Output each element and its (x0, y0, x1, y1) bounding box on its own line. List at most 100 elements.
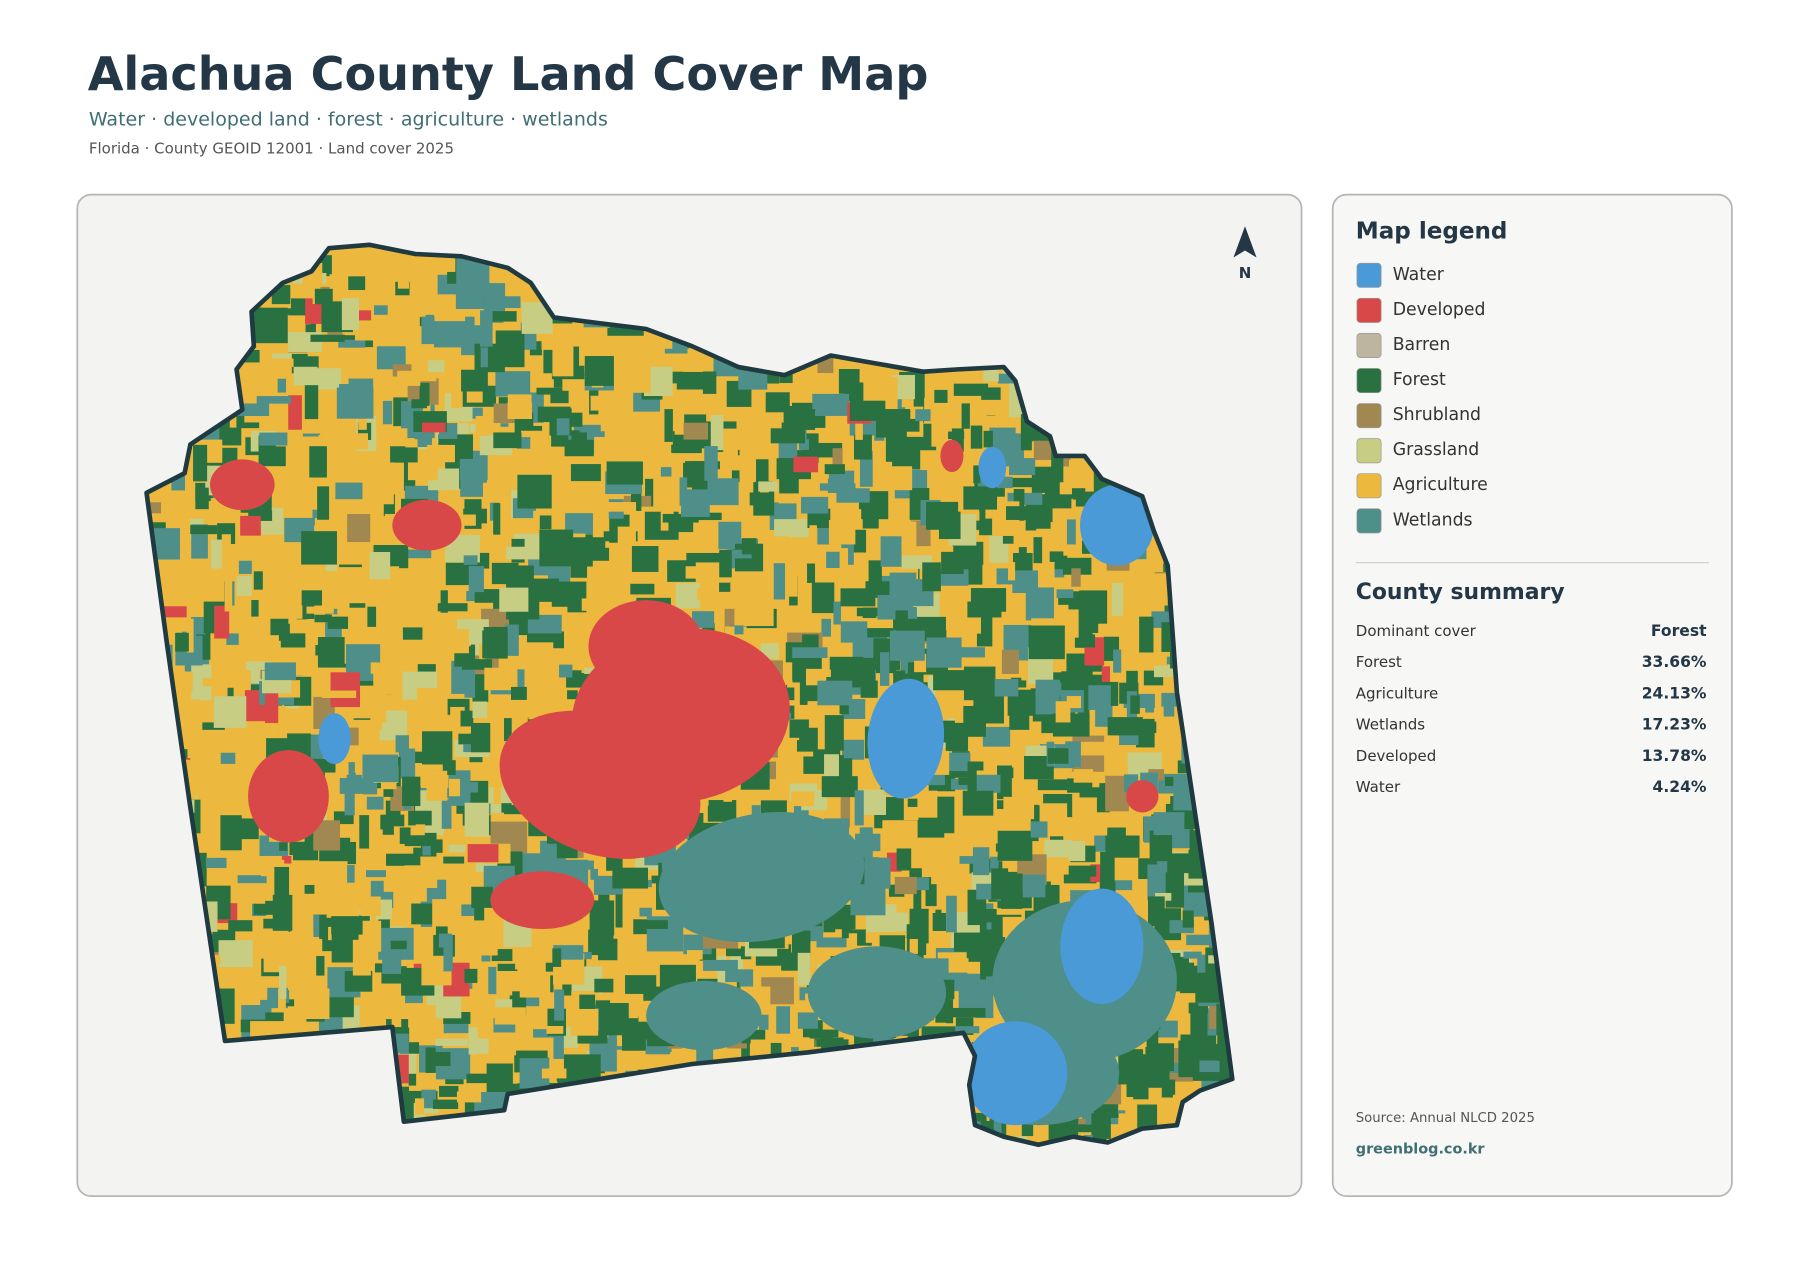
patch (304, 385, 319, 420)
patch (917, 790, 938, 818)
patch (359, 815, 370, 849)
patch (316, 955, 325, 976)
patch (473, 717, 502, 727)
patch (664, 409, 673, 442)
patch (397, 590, 406, 605)
patch (254, 640, 281, 657)
patch (875, 423, 907, 438)
patch (425, 1047, 436, 1073)
patch (314, 614, 332, 623)
patch (599, 502, 637, 512)
patch (567, 690, 578, 700)
patch (236, 575, 252, 596)
patch (1186, 934, 1212, 946)
patch (539, 515, 552, 530)
patch (552, 341, 574, 377)
patch (491, 949, 513, 962)
patch (854, 434, 872, 460)
patch (421, 1089, 437, 1109)
patch (541, 683, 560, 713)
patch (1148, 896, 1165, 927)
patch (660, 467, 672, 477)
patch (539, 529, 574, 567)
patch (464, 670, 476, 698)
patch (839, 703, 849, 715)
patch (896, 848, 912, 871)
summary-value: 4.24% (1653, 778, 1707, 796)
patch (840, 588, 876, 607)
patch (1031, 466, 1052, 493)
patch (1044, 839, 1073, 858)
patch (948, 431, 965, 440)
summary-value: 33.66% (1642, 653, 1707, 671)
patch (202, 678, 223, 687)
patch (383, 878, 397, 892)
patch (1133, 1074, 1155, 1083)
patch (642, 920, 668, 929)
patch (901, 618, 935, 635)
patch (214, 605, 230, 639)
patch (358, 720, 380, 746)
patch (221, 534, 231, 571)
patch (517, 474, 552, 509)
patch (1007, 492, 1043, 505)
patch (842, 739, 865, 760)
patch (469, 423, 478, 433)
patch (399, 841, 420, 851)
patch (894, 876, 917, 895)
patch (386, 853, 421, 866)
patch (390, 940, 407, 950)
patch (310, 334, 345, 342)
developed (1126, 780, 1159, 813)
patch (527, 614, 562, 634)
patch (572, 537, 606, 557)
patch (228, 920, 253, 932)
patch (907, 798, 921, 807)
patch (791, 930, 811, 960)
patch (367, 606, 377, 627)
patch (946, 895, 957, 933)
patch (674, 398, 685, 435)
patch (302, 593, 315, 619)
patch (1063, 874, 1097, 884)
patch (685, 566, 697, 579)
patch (771, 730, 800, 741)
patch (719, 549, 732, 578)
patch (346, 276, 366, 291)
patch (792, 647, 828, 658)
patch (718, 521, 742, 550)
patch (770, 1042, 782, 1055)
patch (1001, 649, 1019, 674)
patch (889, 630, 925, 661)
patch (841, 909, 853, 939)
patch (913, 887, 922, 918)
legend-swatch (1356, 262, 1382, 288)
patch (630, 487, 642, 511)
patch (556, 418, 570, 436)
patch (1065, 741, 1081, 768)
patch (840, 792, 851, 828)
patch (791, 791, 815, 807)
developed (392, 499, 462, 551)
patch (366, 287, 385, 297)
patch (443, 935, 453, 972)
patch (967, 761, 977, 793)
patch (444, 836, 471, 845)
patch (516, 1050, 548, 1059)
patch (464, 802, 489, 838)
patch (390, 446, 418, 463)
patch (812, 393, 850, 416)
patch (339, 962, 360, 970)
patch (617, 526, 636, 546)
patch (819, 483, 856, 491)
patch (813, 749, 841, 757)
patch (1075, 496, 1097, 507)
patch (951, 428, 964, 452)
patch (1130, 695, 1140, 714)
patch (337, 346, 365, 365)
patch (491, 562, 519, 585)
patch (993, 1114, 1002, 1142)
patch (821, 776, 858, 798)
developed (588, 600, 704, 693)
legend-swatch (1356, 297, 1382, 323)
